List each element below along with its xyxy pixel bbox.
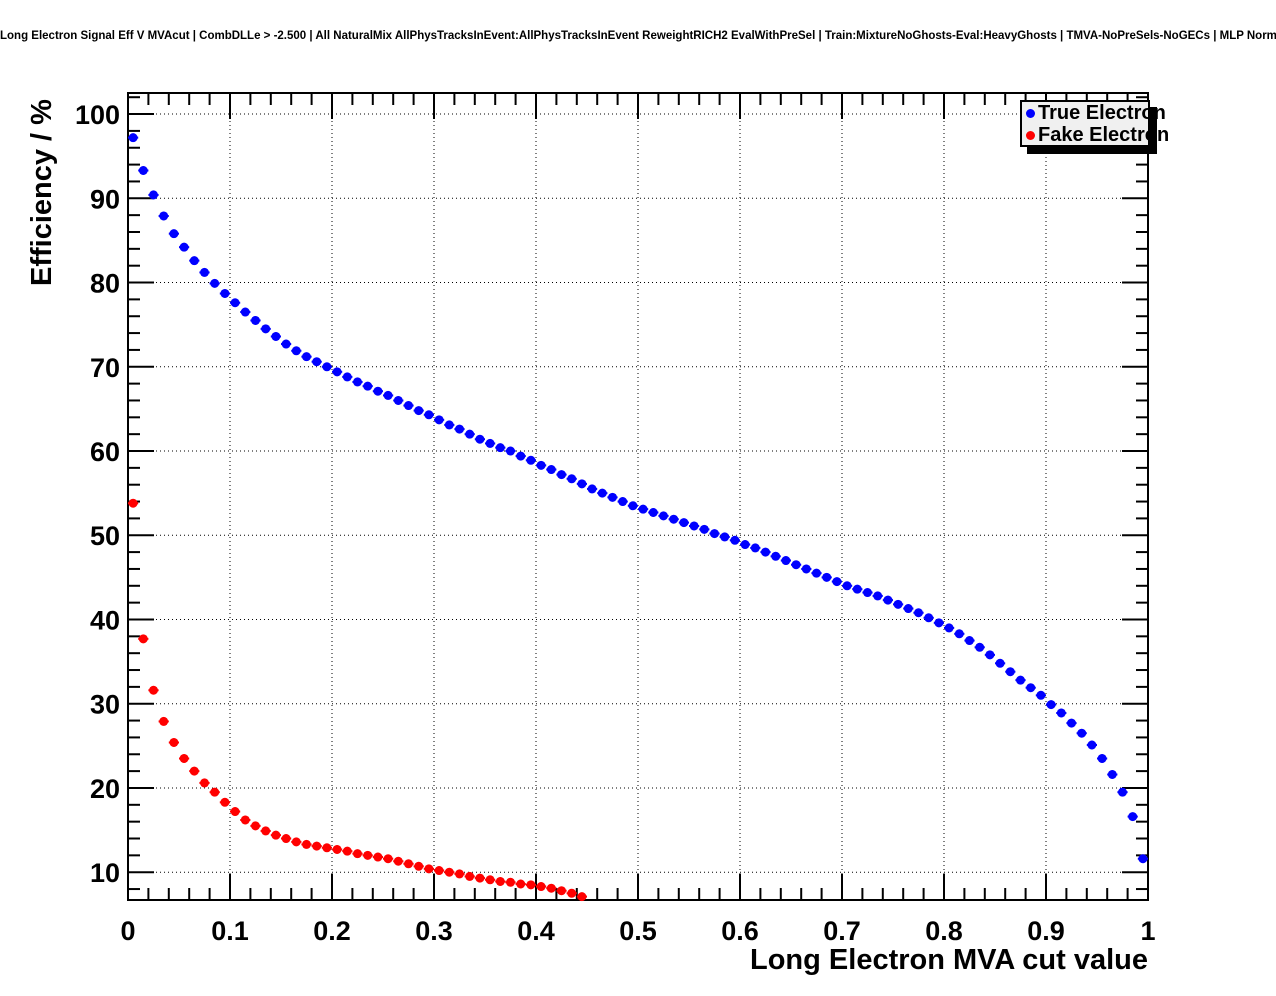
y-tick-label: 100 <box>75 100 120 130</box>
x-tick-label: 0.9 <box>1027 916 1065 946</box>
plot-title: Long Electron Signal Eff V MVAcut | Comb… <box>0 30 1276 42</box>
x-tick-label: 0.1 <box>211 916 249 946</box>
y-tick-label: 30 <box>90 690 120 720</box>
legend-item-fake-electron: Fake Electron <box>1022 124 1169 146</box>
legend-label: Fake Electron <box>1038 123 1170 146</box>
x-axis-title: Long Electron MVA cut value <box>750 944 1148 976</box>
x-tick-label: 0.7 <box>823 916 861 946</box>
y-tick-label: 60 <box>90 437 120 467</box>
y-tick-label: 80 <box>90 269 120 299</box>
y-tick-label: 70 <box>90 353 120 383</box>
x-tick-label: 0 <box>120 916 135 946</box>
tick-labels: 0 0.1 0.2 0.3 0.4 0.5 0.6 0.7 0.8 0.9 1 10 20 30 40 50 6… <box>75 100 1156 946</box>
x-tick-label: 0.5 <box>619 916 657 946</box>
y-tick-label: 10 <box>90 858 120 888</box>
x-tick-label: 0.2 <box>313 916 351 946</box>
legend-item-true-electron: True Electron <box>1022 102 1166 124</box>
y-tick-label: 90 <box>90 184 120 214</box>
axis-ticks <box>127 93 1149 900</box>
x-tick-label: 0.8 <box>925 916 963 946</box>
x-tick-label: 0.3 <box>415 916 453 946</box>
y-axis-title: Efficiency / % <box>26 99 58 286</box>
series-true-electron <box>128 133 1148 864</box>
x-tick-label: 0.6 <box>721 916 759 946</box>
true-electron-marker-icon <box>1026 108 1035 118</box>
y-tick-label: 40 <box>90 605 120 635</box>
gridlines <box>128 93 1148 900</box>
plot-frame <box>127 92 1149 901</box>
series-fake-electron <box>128 498 587 902</box>
y-tick-label: 50 <box>90 521 120 551</box>
legend-label: True Electron <box>1038 101 1166 124</box>
x-tick-label: 1 <box>1140 916 1155 946</box>
legend: True Electron Fake Electron <box>1020 100 1169 147</box>
y-tick-label: 20 <box>90 774 120 804</box>
fake-electron-marker-icon <box>1026 130 1035 140</box>
x-tick-label: 0.4 <box>517 916 555 946</box>
